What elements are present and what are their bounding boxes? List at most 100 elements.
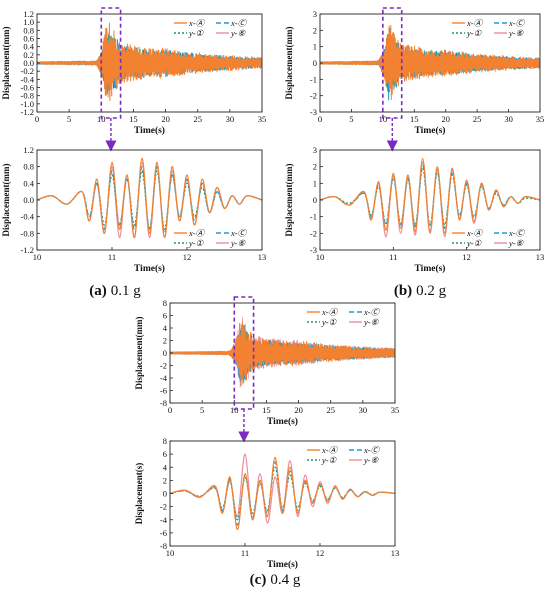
c-zoom-ytick-label-1: -6 bbox=[160, 528, 167, 538]
b-full-xtick-label-0: 0 bbox=[318, 114, 322, 124]
b-full-xtick-label-30: 30 bbox=[504, 114, 513, 124]
c-full-legend: x-Ⓐ x-Ⓒ y-① y-⑥ bbox=[307, 307, 381, 327]
b-full-xtick-label-10: 10 bbox=[379, 114, 388, 124]
b-full-ytick-label-6: 3 bbox=[313, 9, 317, 19]
b-full-legend-label-xA: x-Ⓐ bbox=[466, 18, 484, 28]
b-zoom-legend-label-y6: y-⑥ bbox=[508, 238, 524, 248]
a-zoom-ylabel: Displacement(mm) bbox=[1, 164, 11, 237]
caption-c: (c) 0.4 g bbox=[250, 572, 301, 588]
a-full-ytick-label-7: 0.2 bbox=[23, 50, 34, 60]
a-zoom-ytick-label-0: -1.2 bbox=[21, 245, 34, 255]
b-full-zoom-window-box bbox=[382, 7, 403, 119]
c-full-xtick-label-0: 0 bbox=[168, 405, 172, 415]
a-zoom-xlabel: Time(s) bbox=[134, 263, 165, 274]
b-zoom-chart: 10 11 12 13-3-2-10123Time(s)Displacement(mm… bbox=[284, 145, 544, 274]
caption-a-label: (a) bbox=[89, 283, 107, 299]
b-full-legend: x-Ⓐ x-Ⓒ y-① y-⑥ bbox=[452, 18, 526, 38]
b-zoom-series-xC bbox=[320, 164, 540, 229]
c-zoom-xtick-label-11: 11 bbox=[241, 548, 249, 558]
b-zoom-legend-label-y1: y-① bbox=[466, 238, 482, 248]
b-zoom-ytick-label-3: 0 bbox=[313, 195, 317, 205]
b-full-legend-label-y6: y-⑥ bbox=[508, 28, 524, 38]
c-full-legend-label-xA: x-Ⓐ bbox=[321, 307, 339, 317]
c-zoom-legend: x-Ⓐ x-Ⓒ y-① y-⑥ bbox=[307, 445, 381, 465]
a-full-ylabel: Displacement(mm) bbox=[1, 27, 11, 100]
b-zoom-ytick-label-0: -3 bbox=[310, 245, 317, 255]
c-full-legend-label-y1: y-① bbox=[321, 317, 337, 327]
c-zoom-xlabel: Time(s) bbox=[267, 559, 298, 570]
b-zoom-ytick-label-6: 3 bbox=[313, 145, 317, 155]
a-full-xtick-label-30: 30 bbox=[226, 114, 235, 124]
a-zoom-legend-label-xA: x-Ⓐ bbox=[188, 228, 206, 238]
c-zoom-chart: 10 11 12 13 -8 -6 -4 -2 0 2 4 6 8 Time(s) Displacement… bbox=[134, 436, 399, 570]
b-zoom-legend: x-Ⓐ x-Ⓒ y-① y-⑥ bbox=[452, 228, 526, 248]
b-zoom-legend-label-xC: x-Ⓒ bbox=[508, 228, 526, 238]
a-zoom-legend-label-xC: x-Ⓒ bbox=[230, 228, 248, 238]
a-zoom-ytick-label-1: -0.8 bbox=[21, 228, 34, 238]
b-full-ylabel: Displacement(mm) bbox=[284, 27, 294, 100]
captions-layer: (a) 0.1 g (b) 0.2 g (c) 0.4 g bbox=[89, 283, 446, 588]
c-zoom-legend-label-xC: x-Ⓒ bbox=[363, 445, 381, 455]
c-full-ytick-label-6: 4 bbox=[163, 323, 168, 333]
b-full-xtick-label-5: 5 bbox=[349, 114, 353, 124]
c-zoom-ytick-label-3: -2 bbox=[160, 502, 167, 512]
b-full-xtick-label-25: 25 bbox=[473, 114, 482, 124]
a-full-xtick-label-0: 0 bbox=[35, 114, 39, 124]
b-full-legend-label-y1: y-① bbox=[466, 28, 482, 38]
c-full-ytick-label-1: -6 bbox=[160, 386, 167, 396]
c-full-ytick-label-2: -4 bbox=[160, 373, 168, 383]
c-full-ytick-label-3: -2 bbox=[160, 361, 167, 371]
a-full-chart: 0 5 10 15 20 25 30 35-1.2-1.0-0.8-0.6-0.4-0.20.… bbox=[1, 7, 267, 152]
plots-layer: 0 5 10 15 20 25 30 35-1.2-1.0-0.8-0.6-0.4-0.20.… bbox=[1, 7, 545, 570]
a-zoom-legend-label-y6: y-⑥ bbox=[230, 238, 246, 248]
c-zoom-legend-label-y6: y-⑥ bbox=[363, 455, 379, 465]
a-full-legend-label-y6: y-⑥ bbox=[230, 28, 246, 38]
b-zoom-series-group bbox=[320, 157, 540, 238]
a-full-legend-label-xA: x-Ⓐ bbox=[188, 18, 206, 28]
c-full-xtick-label-15: 15 bbox=[262, 405, 271, 415]
b-full-xtick-label-35: 35 bbox=[536, 114, 545, 124]
caption-b-label: (b) bbox=[394, 283, 412, 299]
b-zoom-ytick-label-2: -1 bbox=[310, 212, 317, 222]
b-full-xlabel: Time(s) bbox=[415, 125, 446, 136]
a-zoom-legend: x-Ⓐ x-Ⓒ y-① y-⑥ bbox=[174, 228, 248, 248]
b-zoom-xtick-label-10: 10 bbox=[316, 252, 325, 262]
b-full-legend-label-xC: x-Ⓒ bbox=[508, 18, 526, 28]
c-zoom-legend-label-xA: x-Ⓐ bbox=[321, 445, 339, 455]
c-full-xtick-label-20: 20 bbox=[294, 405, 303, 415]
c-zoom-xtick-label-12: 12 bbox=[316, 548, 325, 558]
c-zoom-ytick-label-5: 2 bbox=[163, 475, 167, 485]
c-zoom-series-group bbox=[170, 453, 395, 531]
a-full-xtick-label-35: 35 bbox=[258, 114, 267, 124]
a-full-ytick-label-11: 1.0 bbox=[23, 17, 34, 27]
c-zoom-ytick-label-8: 8 bbox=[163, 436, 167, 446]
a-zoom-series-y1 bbox=[37, 170, 262, 230]
a-full-ytick-label-4: -0.4 bbox=[21, 74, 35, 84]
a-zoom-ytick-label-3: 0.0 bbox=[23, 195, 34, 205]
c-zoom-ytick-label-7: 6 bbox=[163, 449, 167, 459]
b-zoom-ytick-label-1: -2 bbox=[310, 228, 317, 238]
a-zoom-ytick-label-4: 0.4 bbox=[23, 178, 34, 188]
c-zoom-xtick-label-10: 10 bbox=[166, 548, 175, 558]
c-zoom-ytick-label-2: -4 bbox=[160, 515, 168, 525]
c-full-legend-label-xC: x-Ⓒ bbox=[363, 307, 381, 317]
c-full-ytick-label-5: 2 bbox=[163, 336, 167, 346]
b-full-ytick-label-3: 0 bbox=[313, 58, 317, 68]
a-full-ytick-label-6: 0.0 bbox=[23, 58, 34, 68]
b-zoom-xtick-label-11: 11 bbox=[389, 252, 397, 262]
b-full-ytick-label-4: 1 bbox=[313, 42, 317, 52]
b-full-ytick-label-0: -3 bbox=[310, 107, 317, 117]
a-zoom-ytick-label-2: -0.4 bbox=[21, 212, 35, 222]
c-full-ytick-label-8: 8 bbox=[163, 298, 167, 308]
a-zoom-legend-label-y1: y-① bbox=[188, 238, 204, 248]
c-full-xtick-label-30: 30 bbox=[359, 405, 368, 415]
c-full-xtick-label-10: 10 bbox=[230, 405, 239, 415]
b-full-xtick-label-20: 20 bbox=[441, 114, 450, 124]
a-zoom-series-group bbox=[37, 157, 262, 239]
c-full-chart: 0 5 10 15 20 25 30 35 -8 -6 -4 -2 0 2 4 6 8 Time(s) Displa… bbox=[134, 296, 399, 443]
a-full-ytick-label-0: -1.2 bbox=[21, 107, 34, 117]
a-zoom-xtick-label-13: 13 bbox=[258, 252, 267, 262]
caption-a-value: 0.1 g bbox=[111, 283, 142, 299]
b-full-ytick-label-5: 2 bbox=[313, 25, 317, 35]
